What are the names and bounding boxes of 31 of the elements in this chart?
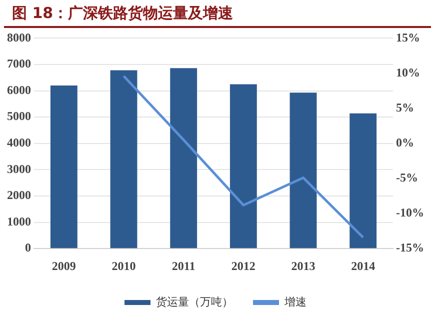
legend-label: 货运量（万吨） (156, 295, 233, 308)
y2-tick-label: -15% (396, 240, 424, 255)
bar (350, 113, 377, 248)
x-tick-label: 2012 (231, 258, 256, 273)
x-tick-label: 2013 (291, 258, 316, 273)
bar (290, 92, 317, 248)
y2-tick-label: 10% (396, 65, 420, 80)
bar (170, 68, 198, 248)
bar (50, 86, 78, 248)
y2-tick-label: 5% (396, 100, 414, 114)
x-tick-label: 2010 (112, 258, 136, 273)
x-tick-label: 2009 (52, 258, 76, 273)
y-tick-label: 2000 (7, 188, 31, 202)
y-tick-label: 5000 (7, 109, 31, 124)
y2-tick-label: 0% (396, 135, 414, 150)
legend-label: 增速 (284, 295, 306, 308)
bar (110, 70, 138, 248)
y2-tick-label: -5% (396, 170, 418, 185)
y-tick-label: 6000 (7, 82, 31, 97)
y-tick-label: 8000 (7, 30, 31, 44)
x-tick-label: 2011 (172, 258, 196, 273)
x-tick-label: 2014 (351, 258, 376, 273)
y2-tick-label: -10% (396, 206, 424, 220)
y2-tick-label: 15% (396, 30, 420, 44)
bar (230, 84, 257, 248)
chart-title: 图 18：广深铁路货物运量及增速 (4, 0, 431, 28)
y-tick-label: 0 (25, 240, 31, 255)
y-tick-label: 3000 (7, 162, 31, 176)
y-tick-label: 4000 (7, 135, 31, 150)
y-tick-label: 1000 (7, 214, 31, 228)
y-tick-label: 7000 (7, 56, 31, 71)
